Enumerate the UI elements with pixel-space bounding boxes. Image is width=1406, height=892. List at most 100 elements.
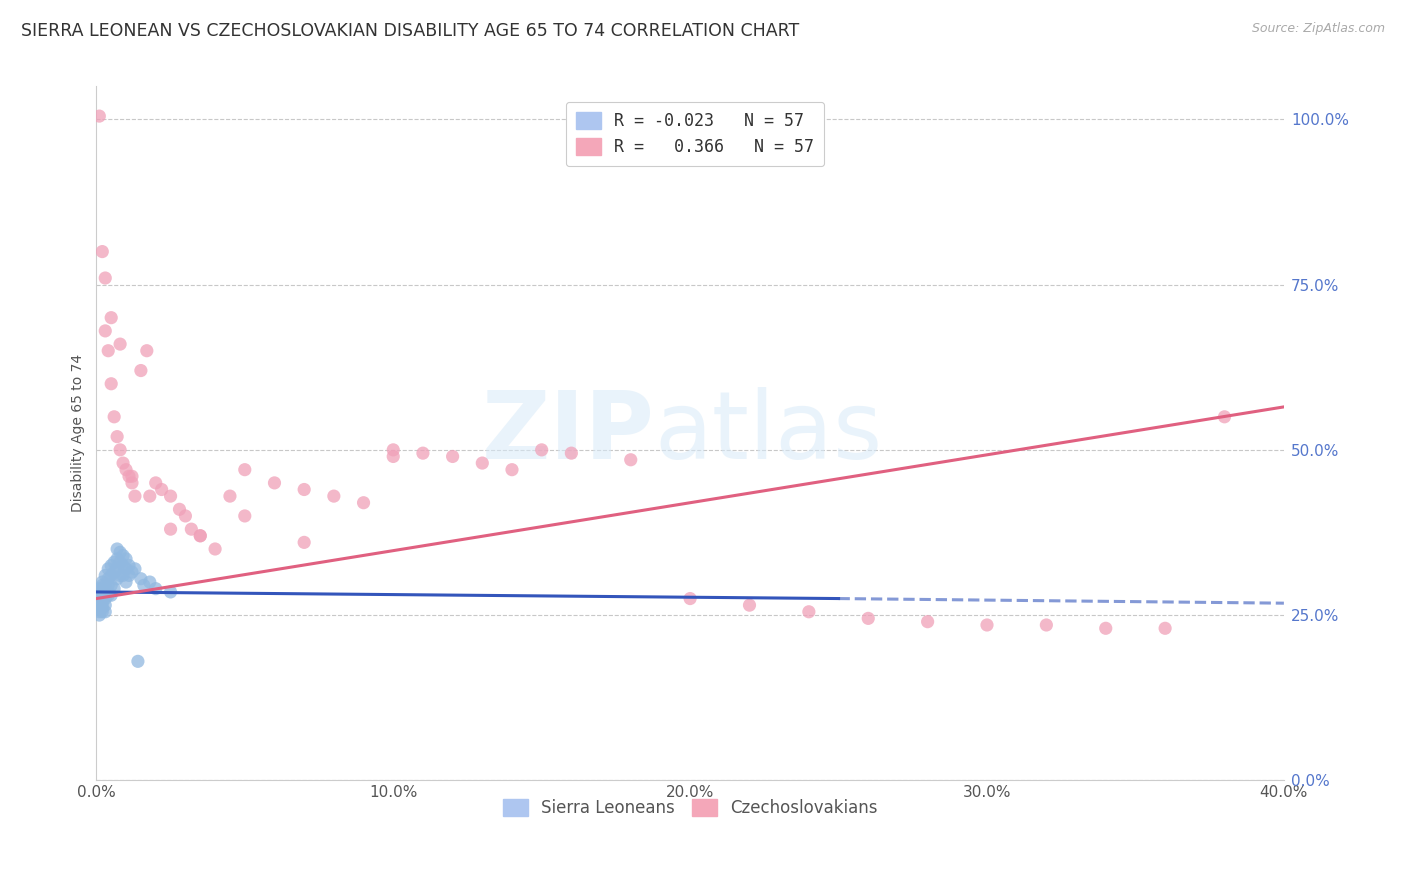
- Point: [94, 324, 117, 338]
- Point: [105, 572, 128, 586]
- Point: [94, 271, 117, 285]
- Point: [89, 598, 111, 612]
- Point: [115, 463, 138, 477]
- Point: [100, 558, 122, 573]
- Point: [91, 598, 114, 612]
- Point: [118, 469, 141, 483]
- Point: [382, 450, 405, 464]
- Point: [112, 456, 135, 470]
- Point: [1213, 409, 1236, 424]
- Point: [471, 456, 494, 470]
- Point: [100, 310, 122, 325]
- Point: [124, 489, 146, 503]
- Point: [91, 595, 114, 609]
- Point: [530, 442, 553, 457]
- Point: [112, 549, 135, 563]
- Point: [115, 552, 138, 566]
- Point: [620, 452, 643, 467]
- Point: [91, 244, 114, 259]
- Point: [89, 605, 111, 619]
- Point: [97, 578, 120, 592]
- Point: [441, 450, 464, 464]
- Point: [89, 588, 111, 602]
- Point: [159, 585, 181, 599]
- Point: [108, 568, 131, 582]
- Point: [917, 615, 939, 629]
- Point: [159, 522, 181, 536]
- Point: [97, 588, 120, 602]
- Point: [292, 483, 315, 497]
- Text: ZIP: ZIP: [482, 387, 654, 479]
- Point: [100, 578, 122, 592]
- Point: [135, 343, 157, 358]
- Point: [322, 489, 344, 503]
- Point: [382, 442, 405, 457]
- Point: [121, 469, 143, 483]
- Point: [91, 578, 114, 592]
- Point: [263, 475, 285, 490]
- Point: [91, 605, 114, 619]
- Point: [145, 582, 167, 596]
- Point: [94, 598, 117, 612]
- Point: [169, 502, 191, 516]
- Point: [115, 562, 138, 576]
- Point: [145, 475, 167, 490]
- Point: [188, 529, 211, 543]
- Point: [1035, 618, 1057, 632]
- Point: [112, 568, 135, 582]
- Point: [97, 572, 120, 586]
- Point: [100, 568, 122, 582]
- Point: [204, 541, 226, 556]
- Point: [132, 578, 155, 592]
- Point: [121, 565, 143, 579]
- Point: [89, 585, 111, 599]
- Point: [94, 585, 117, 599]
- Point: [89, 595, 111, 609]
- Point: [89, 582, 111, 596]
- Point: [233, 463, 256, 477]
- Point: [118, 558, 141, 573]
- Point: [105, 541, 128, 556]
- Point: [560, 446, 582, 460]
- Text: Source: ZipAtlas.com: Source: ZipAtlas.com: [1251, 22, 1385, 36]
- Point: [127, 654, 149, 668]
- Point: [353, 496, 375, 510]
- Point: [188, 529, 211, 543]
- Point: [150, 483, 173, 497]
- Point: [139, 489, 162, 503]
- Point: [91, 575, 114, 590]
- Point: [118, 568, 141, 582]
- Point: [797, 605, 820, 619]
- Point: [858, 611, 880, 625]
- Text: SIERRA LEONEAN VS CZECHOSLOVAKIAN DISABILITY AGE 65 TO 74 CORRELATION CHART: SIERRA LEONEAN VS CZECHOSLOVAKIAN DISABI…: [21, 22, 800, 40]
- Point: [97, 562, 120, 576]
- Point: [501, 463, 523, 477]
- Point: [976, 618, 998, 632]
- Point: [89, 601, 111, 615]
- Y-axis label: Disability Age 65 to 74: Disability Age 65 to 74: [72, 354, 86, 512]
- Point: [97, 343, 120, 358]
- Point: [100, 376, 122, 391]
- Point: [105, 562, 128, 576]
- Point: [108, 545, 131, 559]
- Point: [115, 575, 138, 590]
- Point: [91, 601, 114, 615]
- Point: [159, 489, 181, 503]
- Point: [174, 508, 197, 523]
- Point: [292, 535, 315, 549]
- Point: [94, 605, 117, 619]
- Legend: Sierra Leoneans, Czechoslovakians: Sierra Leoneans, Czechoslovakians: [496, 792, 884, 824]
- Point: [103, 565, 125, 579]
- Point: [103, 555, 125, 569]
- Point: [1094, 621, 1116, 635]
- Point: [233, 508, 256, 523]
- Point: [89, 109, 111, 123]
- Point: [103, 409, 125, 424]
- Point: [129, 363, 152, 377]
- Point: [121, 475, 143, 490]
- Point: [738, 598, 761, 612]
- Point: [105, 430, 128, 444]
- Point: [89, 591, 111, 606]
- Point: [91, 585, 114, 599]
- Point: [124, 562, 146, 576]
